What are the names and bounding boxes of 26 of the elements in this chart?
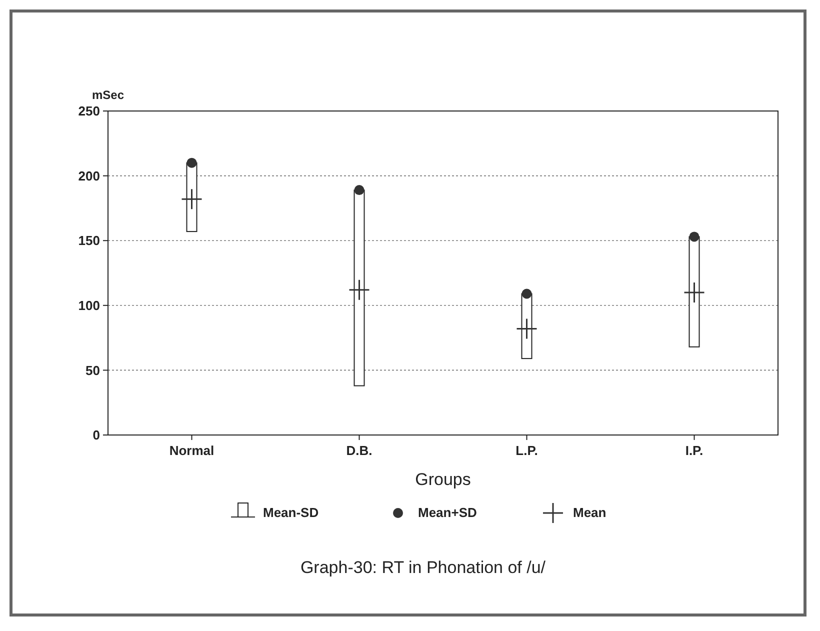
point [689, 232, 700, 242]
point [354, 185, 364, 196]
point [348, 279, 370, 301]
point [516, 318, 538, 340]
x-axis-title: Groups [415, 470, 471, 489]
y-tick-label: 100 [78, 298, 100, 313]
x-tick-label: L.P. [516, 443, 538, 458]
point [522, 288, 532, 299]
bar [688, 236, 700, 348]
x-tick-label: I.P. [685, 443, 704, 458]
legend-label: Mean+SD [418, 504, 477, 520]
y-axis-title: mSec [92, 88, 124, 102]
point [684, 282, 705, 304]
text: Graph-30: RT in Phonation of /u/ [300, 558, 546, 577]
bar [354, 190, 365, 386]
y-tick-label: 200 [78, 168, 100, 184]
legend-label: Mean [573, 504, 606, 520]
point [181, 188, 202, 210]
x-tick-label: D.B. [346, 443, 372, 458]
y-tick-label: 50 [86, 362, 100, 378]
y-tick-label: 250 [78, 104, 100, 119]
point [186, 158, 197, 168]
y-tick-label: 0 [92, 428, 100, 443]
legend-label: Mean-SD [263, 504, 319, 520]
x-tick-label: Normal [169, 443, 214, 458]
y-tick-label: 150 [78, 233, 100, 248]
